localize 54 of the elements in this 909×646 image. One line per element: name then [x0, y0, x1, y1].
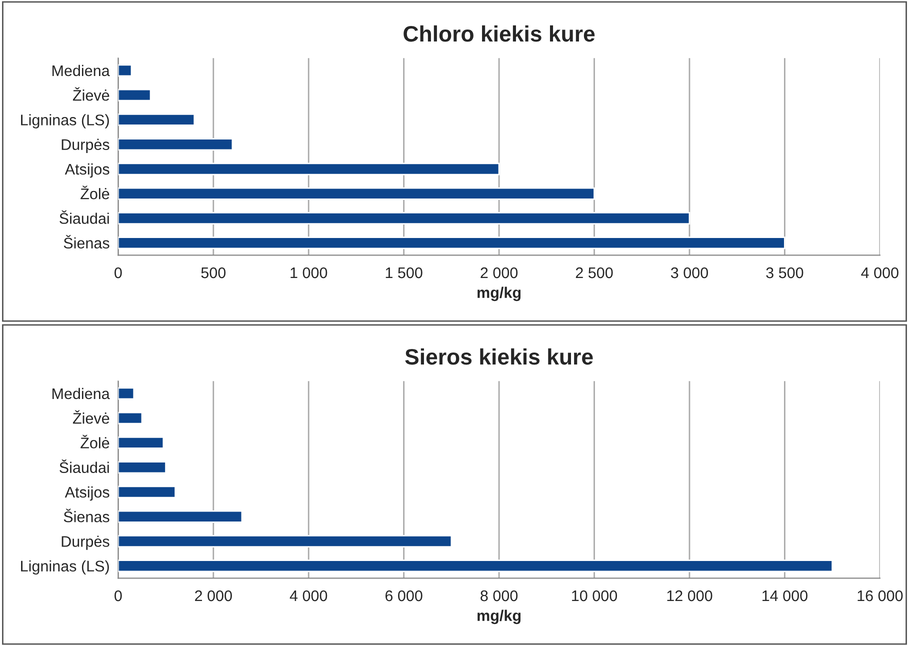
y-tick-label: Žievė: [72, 410, 110, 424]
x-tick-label: 1 500: [386, 267, 422, 278]
x-tick-label: 2 500: [576, 267, 613, 278]
x-tick-label: 0: [114, 590, 122, 602]
bar: [118, 162, 500, 176]
x-axis-title: mg/kg: [478, 610, 521, 624]
bar: [118, 387, 135, 400]
y-tick-label: Durpės: [62, 536, 110, 550]
y-tick-label: Atsijos: [64, 163, 110, 178]
x-tick-label: 2 000: [195, 590, 232, 602]
y-tick-label: Mediena: [52, 64, 110, 76]
x-tick-label: 16 000: [858, 590, 903, 602]
y-tick-label: Atsijos: [64, 486, 110, 501]
bar: [118, 187, 595, 200]
x-tick-label: 4 000: [861, 267, 898, 278]
y-tick-label: Durpės: [62, 138, 110, 154]
y-tick-label: Žolė: [80, 434, 110, 448]
y-tick-label: Mediena: [52, 388, 110, 400]
bar: [118, 212, 690, 224]
bar: [118, 486, 176, 498]
y-tick-label: Žolė: [80, 186, 110, 200]
y-tick-label: Šiaudai: [60, 460, 109, 474]
y-tick-label: Ligninas (LS): [21, 114, 109, 128]
bar: [118, 534, 452, 548]
y-tick-label: Šiaudai: [60, 210, 109, 224]
bar: [118, 236, 786, 250]
y-tick-label: Žievė: [72, 87, 110, 101]
x-tick-label: 2 000: [480, 267, 518, 278]
bar: [118, 436, 164, 449]
chart-title: Chloro kiekis kure: [404, 25, 595, 42]
y-tick-label: Ligninas (LS): [21, 560, 109, 575]
x-tick-label: 8 000: [480, 590, 518, 602]
bar: [118, 138, 234, 151]
x-tick-label: 4 000: [290, 590, 328, 602]
bar: [118, 461, 166, 474]
bar: [118, 560, 833, 572]
bar: [118, 88, 152, 102]
x-tick-label: 500: [201, 267, 226, 278]
x-tick-label: 1 000: [290, 267, 328, 278]
bar: [118, 510, 243, 523]
x-tick-label: 3 500: [766, 267, 804, 278]
x-tick-label: 0: [114, 267, 122, 278]
x-tick-label: 10 000: [572, 590, 618, 602]
x-tick-label: 12 000: [667, 590, 712, 602]
x-tick-label: 3 000: [670, 267, 708, 278]
y-tick-label: Šienas: [64, 508, 110, 522]
x-tick-label: 6 000: [385, 590, 422, 602]
x-axis-title: mg/kg: [478, 286, 521, 302]
y-tick-label: Šienas: [64, 235, 110, 249]
bar: [118, 113, 196, 126]
x-tick-label: 14 000: [762, 590, 808, 602]
bar: [118, 64, 132, 77]
bar: [118, 412, 143, 424]
chart-title: Sieros kiekis kure: [405, 348, 593, 365]
